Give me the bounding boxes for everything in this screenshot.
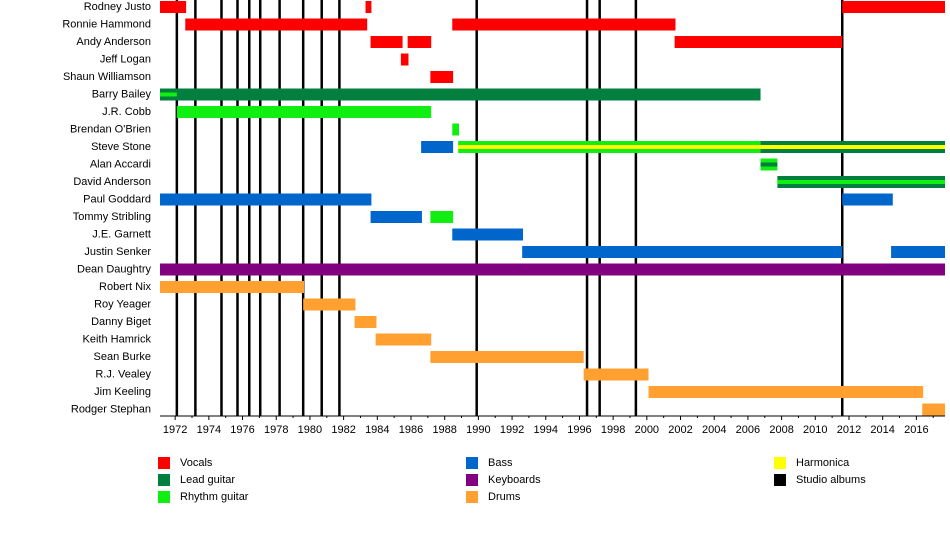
legend-label: Studio albums [796,474,866,486]
legend-swatch [158,474,170,486]
bar [176,106,432,118]
legend-label: Vocals [180,457,213,469]
bar [354,316,377,328]
member-label: Jim Keeling [94,386,151,398]
bar [452,228,524,241]
member-label: Rodger Stephan [71,403,151,415]
bar [160,263,945,276]
legend-swatch [466,474,478,486]
member-label: Justin Senker [84,246,151,258]
x-tick-label: 1976 [230,424,254,436]
x-tick-label: 1974 [197,424,221,436]
legend-label: Harmonica [796,457,850,469]
bar [674,36,843,48]
member-label: Danny Biget [91,316,151,328]
bar [421,141,454,153]
x-tick-label: 2000 [635,424,659,436]
x-tick-label: 2012 [837,424,861,436]
bar [842,1,945,13]
legend-label: Keyboards [488,474,541,486]
bar [891,246,945,258]
x-tick-label: 2002 [668,424,692,436]
member-label: Dean Daughtry [77,263,151,275]
member-label: Brendan O'Brien [70,123,151,135]
bar-inner [160,92,177,97]
legend-swatch [158,491,170,503]
x-tick-label: 2008 [769,424,793,436]
bar [648,386,924,398]
x-tick-label: 1992 [500,424,524,436]
bar [583,368,649,381]
bar [430,211,454,223]
bar [160,88,761,101]
member-label: Andy Anderson [76,36,151,48]
legend-swatch [466,491,478,503]
bar [160,281,305,293]
x-tick-label: 1972 [163,424,187,436]
bar [452,18,676,31]
member-label: David Anderson [73,176,151,188]
x-tick-label: 2010 [803,424,827,436]
bar [160,193,372,206]
x-tick-label: 1980 [298,424,322,436]
legend-swatch [466,457,478,469]
member-label: Barry Bailey [92,88,152,100]
bar [922,403,945,416]
bar [522,246,843,258]
x-tick-label: 1982 [331,424,355,436]
x-tick-label: 1990 [466,424,490,436]
x-tick-label: 2014 [870,424,894,436]
bar [430,351,584,363]
legend-label: Rhythm guitar [180,491,249,503]
member-label: R.J. Vealey [95,368,151,380]
member-label: Robert Nix [99,281,151,293]
legend-label: Bass [488,457,513,469]
legend-swatch [158,457,170,469]
bar [842,193,893,206]
member-label: J.R. Cobb [102,106,151,118]
member-label: Sean Burke [94,351,151,363]
bar [365,1,372,13]
member-label: Jeff Logan [100,53,151,65]
x-tick-label: 1984 [365,424,389,436]
legend-swatch [774,474,786,486]
x-tick-label: 2004 [702,424,726,436]
member-label: Alan Accardi [90,158,151,170]
x-tick-label: 1994 [534,424,558,436]
bar [370,36,403,48]
x-tick-label: 1998 [601,424,625,436]
member-label: Keith Hamrick [83,333,152,345]
legend-label: Lead guitar [180,474,235,486]
bar [370,211,422,223]
member-label: Roy Yeager [94,298,151,310]
bar-inner [760,162,778,167]
bar [452,123,460,136]
bar [407,36,432,48]
x-tick-label: 1978 [264,424,288,436]
bar [375,333,432,346]
member-label: Rodney Justo [84,1,151,13]
bar [400,53,409,66]
legend-swatch [774,457,786,469]
bar [430,71,454,83]
member-label: Shaun Williamson [63,71,151,83]
member-label: Ronnie Hammond [62,18,151,30]
bar [185,18,368,31]
legend-label: Drums [488,491,521,503]
x-tick-label: 1986 [399,424,423,436]
bar [303,298,356,311]
member-label: Steve Stone [91,141,151,153]
x-tick-label: 2016 [904,424,928,436]
x-tick-label: 1996 [567,424,591,436]
bar-inner [458,145,945,149]
x-tick-label: 2006 [736,424,760,436]
bar [160,1,187,13]
member-label: J.E. Garnett [92,228,151,240]
member-label: Paul Goddard [83,193,151,205]
x-tick-label: 1988 [432,424,456,436]
member-label: Tommy Stribling [73,211,151,223]
bar-inner [777,180,945,184]
